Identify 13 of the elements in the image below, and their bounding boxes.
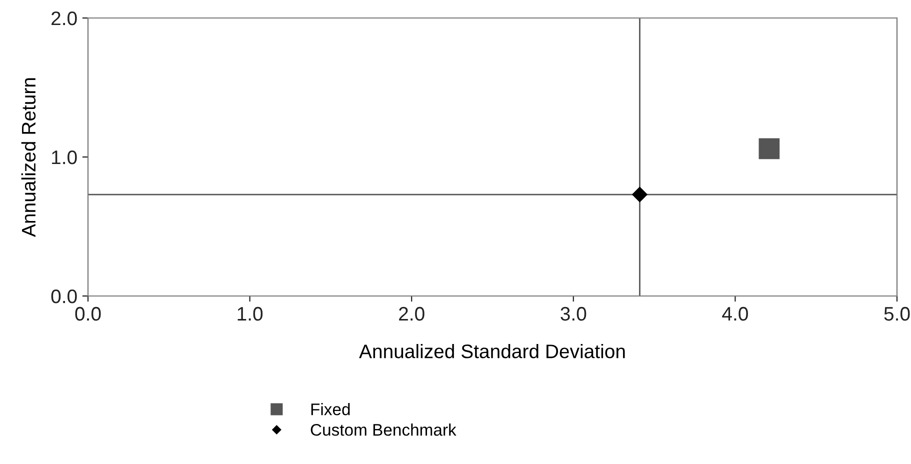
x-tick-label: 4.0	[722, 306, 748, 321]
x-tick-label: 2.0	[399, 306, 424, 321]
legend-label: Fixed	[311, 403, 350, 416]
y-axis-title: Annualized Return	[21, 78, 36, 237]
legend-label: Custom Benchmark	[310, 424, 456, 436]
x-tick-label: 0.0	[75, 306, 101, 321]
x-tick-label: 1.0	[238, 306, 263, 321]
x-axis-title: Annualized Standard Deviation	[359, 344, 625, 358]
y-tick-label: 2.0	[52, 11, 77, 26]
y-tick-label: 1.0	[52, 150, 77, 164]
x-tick-label: 5.0	[884, 306, 910, 321]
x-tick-label: 3.0	[560, 306, 586, 321]
y-tick-label: 0.0	[51, 289, 77, 304]
